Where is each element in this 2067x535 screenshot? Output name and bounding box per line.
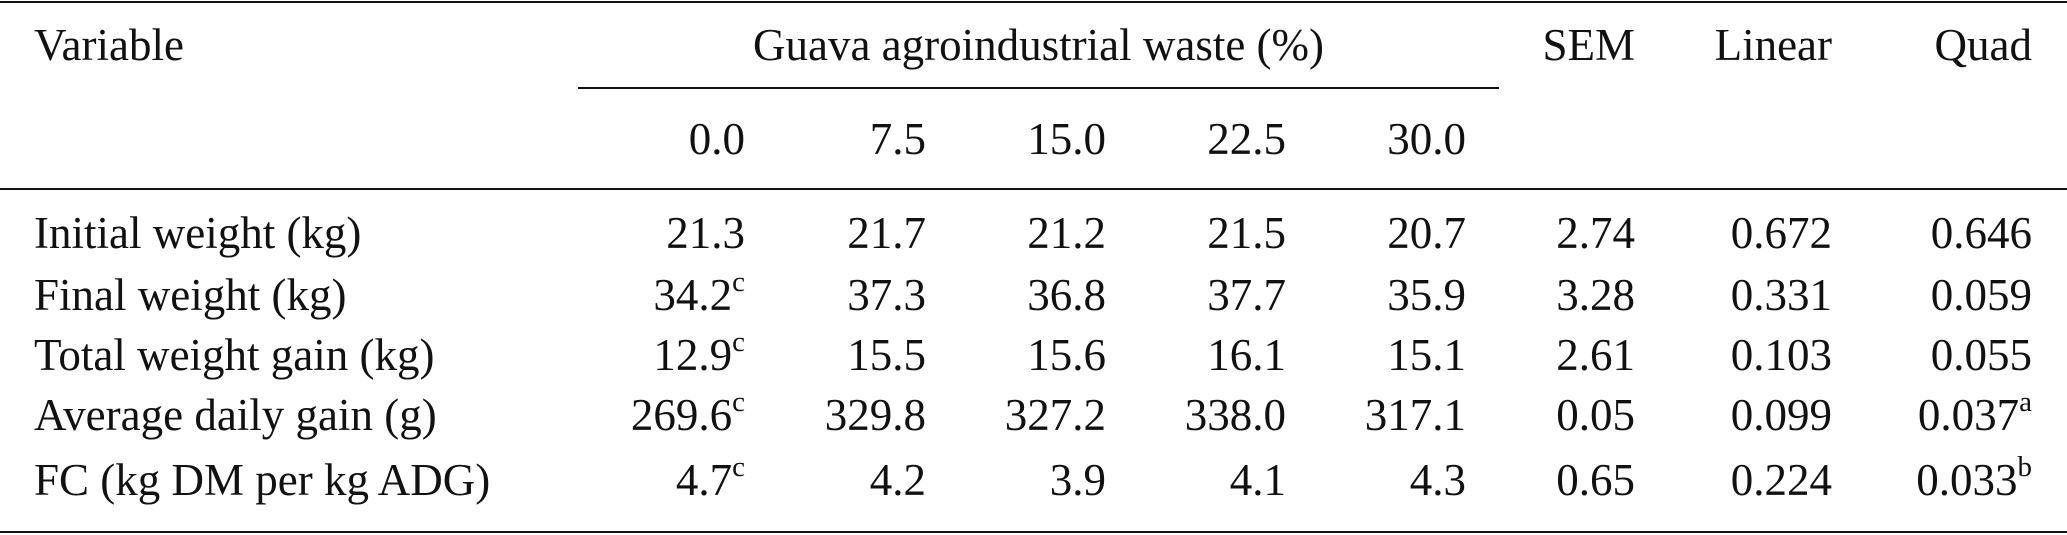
header-sem: SEM xyxy=(1542,20,1635,70)
quad-value: 0.646 xyxy=(1930,208,2032,258)
quad-cell: 0.646 xyxy=(1860,205,2032,261)
cell-value: 4.1 xyxy=(1229,455,1286,505)
sem-cell: 2.61 xyxy=(1556,330,1635,380)
cell-value: 3.9 xyxy=(1049,455,1106,505)
table-cell: 15.6 xyxy=(940,327,1106,383)
header-level: 7.5 xyxy=(869,114,926,164)
table-cell: 12.9c xyxy=(578,327,745,383)
table-cell: 3.9 xyxy=(940,452,1106,508)
table-cell: 4.3 xyxy=(1300,452,1466,508)
cell-value: 16.1 xyxy=(1207,330,1286,380)
sem-cell: 0.05 xyxy=(1556,390,1635,440)
cell-value: 21.3 xyxy=(666,208,745,258)
quad-cell: 0.037a xyxy=(1860,387,2032,443)
header-variable: Variable xyxy=(34,20,184,70)
top-rule xyxy=(0,1,2067,3)
quad-value: 0.037 xyxy=(1917,390,2020,440)
quad-value: 0.059 xyxy=(1930,270,2032,320)
cell-value: 317.1 xyxy=(1364,390,1466,440)
cell-value: 21.7 xyxy=(847,208,926,258)
quad-cell: 0.059 xyxy=(1860,267,2032,323)
table-cell: 15.5 xyxy=(760,327,926,383)
table-cell: 338.0 xyxy=(1120,387,1286,443)
linear-cell: 0.224 xyxy=(1730,455,1832,505)
cell-value: 15.6 xyxy=(1027,330,1106,380)
row-label: Total weight gain (kg) xyxy=(34,330,435,380)
quad-value: 0.033 xyxy=(1916,455,2018,505)
table-cell: 4.1 xyxy=(1120,452,1286,508)
header-group: Guava agroindustrial waste (%) xyxy=(752,20,1325,70)
cell-value: 37.7 xyxy=(1207,270,1286,320)
significance-superscript: c xyxy=(732,326,745,358)
table-cell: 36.8 xyxy=(940,267,1106,323)
cell-value: 34.2 xyxy=(653,270,733,320)
group-header-rule xyxy=(578,87,1499,89)
header-linear: Linear xyxy=(1714,20,1832,70)
table-cell: 21.3 xyxy=(578,205,745,261)
sem-cell: 3.28 xyxy=(1556,270,1635,320)
sem-cell: 2.74 xyxy=(1556,208,1635,258)
cell-value: 37.3 xyxy=(847,270,926,320)
cell-value: 269.6 xyxy=(630,390,733,440)
header-level: 15.0 xyxy=(1027,114,1106,164)
table-cell: 34.2c xyxy=(578,267,745,323)
quad-value: 0.055 xyxy=(1930,330,2032,380)
table-cell: 35.9 xyxy=(1300,267,1466,323)
sem-cell: 0.65 xyxy=(1556,455,1635,505)
cell-value: 329.8 xyxy=(824,390,926,440)
table-cell: 329.8 xyxy=(760,387,926,443)
header-quad: Quad xyxy=(1934,20,2032,70)
table-cell: 21.7 xyxy=(760,205,926,261)
table-cell: 4.2 xyxy=(760,452,926,508)
table-cell: 21.5 xyxy=(1120,205,1286,261)
table-cell: 317.1 xyxy=(1300,387,1466,443)
linear-cell: 0.672 xyxy=(1730,208,1832,258)
cell-value: 4.2 xyxy=(869,455,926,505)
cell-value: 4.3 xyxy=(1409,455,1466,505)
cell-value: 338.0 xyxy=(1184,390,1286,440)
table-cell: 21.2 xyxy=(940,205,1106,261)
cell-value: 15.5 xyxy=(847,330,926,380)
row-label: Final weight (kg) xyxy=(34,270,347,320)
table-cell: 20.7 xyxy=(1300,205,1466,261)
cell-value: 12.9 xyxy=(653,330,733,380)
cell-value: 21.2 xyxy=(1027,208,1106,258)
linear-cell: 0.331 xyxy=(1730,270,1832,320)
linear-cell: 0.103 xyxy=(1730,330,1832,380)
row-label: Initial weight (kg) xyxy=(34,208,362,258)
table-cell: 269.6c xyxy=(578,387,745,443)
linear-cell: 0.099 xyxy=(1730,390,1832,440)
quad-cell: 0.033b xyxy=(1860,452,2032,508)
table-cell: 4.7c xyxy=(578,452,745,508)
cell-value: 327.2 xyxy=(1004,390,1106,440)
significance-superscript: a xyxy=(2019,386,2032,418)
cell-value: 21.5 xyxy=(1207,208,1286,258)
table-cell: 15.1 xyxy=(1300,327,1466,383)
table-cell: 37.7 xyxy=(1120,267,1286,323)
cell-value: 20.7 xyxy=(1387,208,1466,258)
significance-superscript: c xyxy=(732,266,745,298)
significance-superscript: c xyxy=(732,451,745,483)
significance-superscript: b xyxy=(2017,451,2033,483)
cell-value: 15.1 xyxy=(1387,330,1466,380)
row-label: Average daily gain (g) xyxy=(34,390,437,440)
header-level: 22.5 xyxy=(1207,114,1286,164)
cell-value: 36.8 xyxy=(1027,270,1106,320)
header-level: 0.0 xyxy=(688,114,745,164)
table-cell: 37.3 xyxy=(760,267,926,323)
significance-superscript: c xyxy=(732,386,745,418)
table-cell: 327.2 xyxy=(940,387,1106,443)
bottom-rule xyxy=(0,531,2067,533)
header-rule xyxy=(0,188,2067,190)
header-level: 30.0 xyxy=(1387,114,1466,164)
quad-cell: 0.055 xyxy=(1860,327,2032,383)
row-label: FC (kg DM per kg ADG) xyxy=(34,455,491,505)
cell-value: 4.7 xyxy=(675,455,733,505)
table-cell: 16.1 xyxy=(1120,327,1286,383)
cell-value: 35.9 xyxy=(1387,270,1466,320)
